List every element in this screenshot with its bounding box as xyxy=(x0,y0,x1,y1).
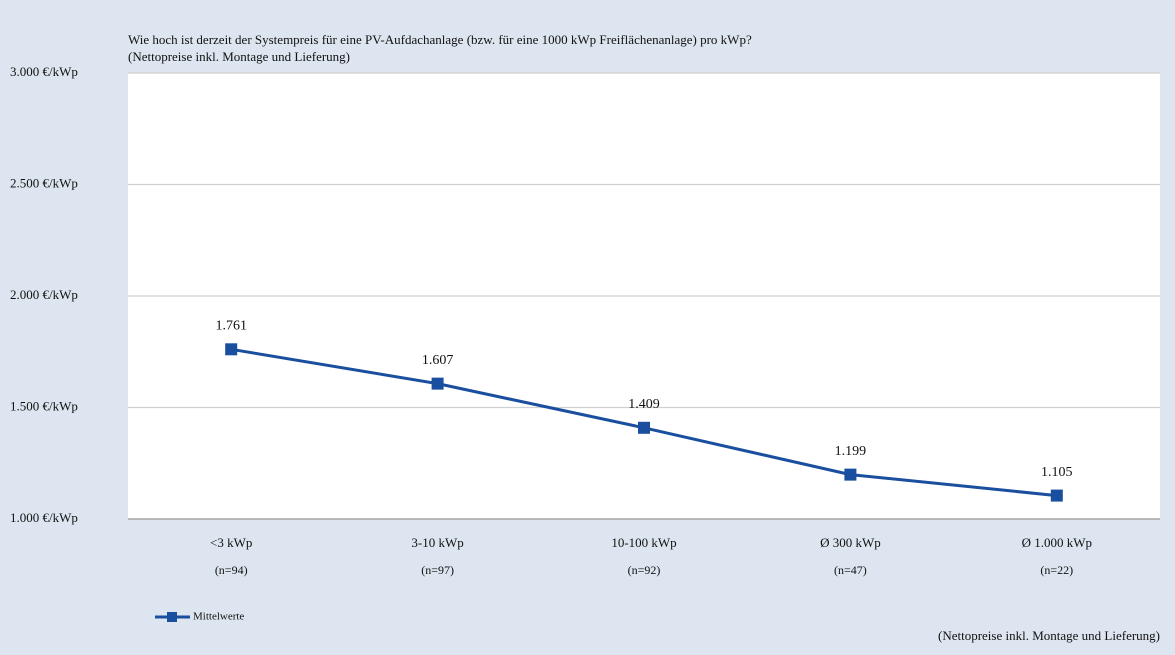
x-tick-label: 3-10 kWp xyxy=(411,535,463,550)
x-tick-label: Ø 1.000 kWp xyxy=(1022,535,1092,550)
marker xyxy=(638,421,650,434)
x-tick-sublabel: (n=94) xyxy=(215,563,248,577)
x-tick-sublabel: (n=97) xyxy=(421,563,454,577)
chart-subtitle: (Nettopreise inkl. Montage und Lieferung… xyxy=(128,49,350,64)
y-tick-label: 1.000 €/kWp xyxy=(10,510,78,525)
legend-marker xyxy=(167,612,177,622)
y-tick-label: 2.500 €/kWp xyxy=(10,175,78,190)
x-tick-label: 10-100 kWp xyxy=(611,535,676,550)
x-tick-label: <3 kWp xyxy=(210,535,252,550)
x-tick-sublabel: (n=47) xyxy=(834,563,867,577)
footnote: (Nettopreise inkl. Montage und Lieferung… xyxy=(938,628,1160,643)
y-tick-label: 3.000 €/kWp xyxy=(10,64,78,79)
x-tick-sublabel: (n=22) xyxy=(1040,563,1073,577)
chart-title: Wie hoch ist derzeit der Systempreis für… xyxy=(128,32,752,47)
x-tick-sublabel: (n=92) xyxy=(628,563,661,577)
marker xyxy=(1050,489,1063,502)
marker xyxy=(431,377,444,390)
y-tick-label: 1.500 €/kWp xyxy=(10,398,78,413)
y-tick-label: 2.000 €/kWp xyxy=(10,287,78,302)
value-label: 1.607 xyxy=(422,353,454,368)
value-label: 1.199 xyxy=(835,444,867,459)
marker xyxy=(225,343,238,356)
legend-label: Mittelwerte xyxy=(193,611,244,623)
x-tick-label: Ø 300 kWp xyxy=(820,535,881,550)
marker xyxy=(844,468,857,481)
value-label: 1.105 xyxy=(1041,465,1073,480)
value-label: 1.409 xyxy=(628,397,660,412)
value-label: 1.761 xyxy=(215,319,247,334)
